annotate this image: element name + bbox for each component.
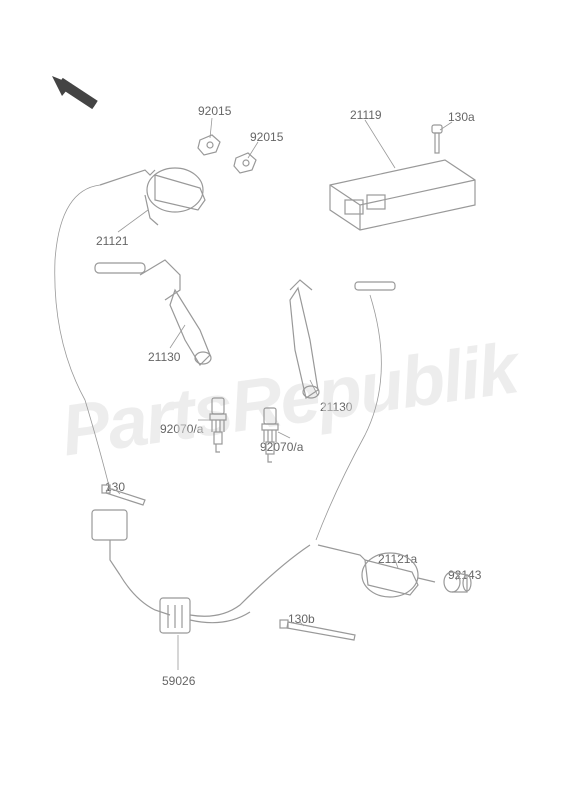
plug-cap-left [140,260,211,365]
diagram-container: PartsRepublik [0,0,578,800]
plug-cap-right [290,280,319,398]
parts-illustration [0,0,578,800]
ignition-coil-top [100,168,205,225]
nut-part-2 [234,153,256,173]
pickup-sensor [92,510,127,575]
spark-plug-left [210,398,226,452]
resistor-right [355,282,395,290]
bolt-130 [102,485,145,505]
collar-part [444,572,471,592]
spark-plug-right [262,408,278,462]
resistor-part [95,263,145,273]
igniter-box [330,160,475,230]
nut-part-1 [198,135,220,155]
ignition-coil-bottom [318,545,435,597]
bolt-130b [280,620,355,640]
